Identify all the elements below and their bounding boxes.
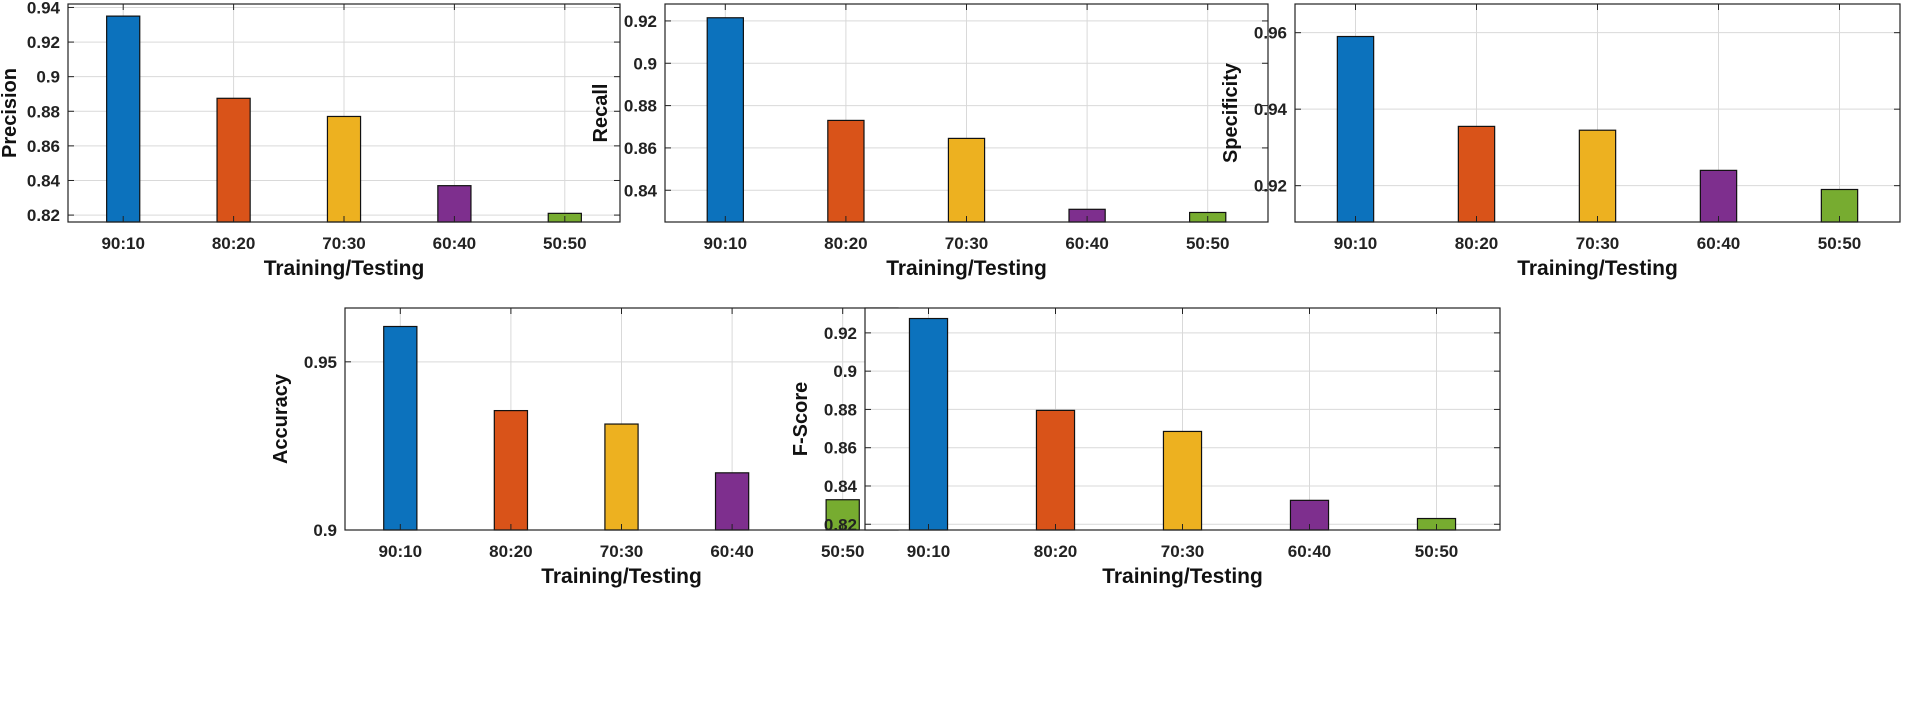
y-tick-label: 0.96 xyxy=(1254,24,1287,43)
y-tick-label: 0.84 xyxy=(624,181,658,200)
bar-90-10 xyxy=(908,317,949,531)
bar-60-40 xyxy=(714,472,750,531)
x-tick-label: 60:40 xyxy=(1065,234,1108,253)
x-tick-label: 90:10 xyxy=(379,542,422,561)
x-tick-label: 90:10 xyxy=(704,234,747,253)
x-tick-label: 60:40 xyxy=(1288,542,1331,561)
y-tick-label: 0.9 xyxy=(833,362,857,381)
y-tick-label: 0.86 xyxy=(27,137,60,156)
y-tick-label: 0.92 xyxy=(624,12,657,31)
y-tick-label: 0.86 xyxy=(624,139,657,158)
chart-precision: 0.82 0.84 0.86 0.88 0.9 0.92 0.94 90:10 80:20 70:… xyxy=(0,0,621,280)
x-axis-label: Training/Testing xyxy=(264,257,425,280)
y-tick-label: 0.84 xyxy=(27,171,61,190)
bar-80-20 xyxy=(493,409,529,531)
x-tick-label: 80:20 xyxy=(212,234,255,253)
y-tick-label: 0.88 xyxy=(824,400,857,419)
x-tick-label: 60:40 xyxy=(433,234,476,253)
bar-90-10 xyxy=(706,17,744,223)
x-tick-label: 80:20 xyxy=(489,542,532,561)
x-axis-label: Training/Testing xyxy=(1102,565,1263,588)
bar-60-40 xyxy=(437,185,472,223)
y-tick-label: 0.88 xyxy=(624,97,657,116)
y-tick-label: 0.88 xyxy=(27,102,60,121)
y-axis-label: Accuracy xyxy=(270,373,292,464)
y-tick-label: 0.92 xyxy=(27,33,60,52)
y-tick-label: 0.95 xyxy=(304,353,337,372)
bar-80-20 xyxy=(1457,125,1496,223)
x-tick-label: 80:20 xyxy=(1034,542,1077,561)
bar-70-30 xyxy=(326,115,362,223)
y-axis-label: F-Score xyxy=(790,382,812,456)
y-tick-label: 0.92 xyxy=(1254,177,1287,196)
bar-90-10 xyxy=(106,15,141,223)
y-tick-label: 0.94 xyxy=(27,0,61,17)
y-axis-label: Specificity xyxy=(1220,62,1242,163)
x-tick-label: 60:40 xyxy=(1697,234,1740,253)
bar-90-10 xyxy=(383,325,418,531)
bar-70-30 xyxy=(1162,430,1203,531)
x-tick-label: 70:30 xyxy=(322,234,365,253)
y-tick-label: 0.9 xyxy=(36,68,60,87)
y-tick-label: 0.82 xyxy=(824,515,857,534)
bar-70-30 xyxy=(1578,129,1617,223)
x-axis-label: Training/Testing xyxy=(886,257,1047,280)
x-tick-label: 50:50 xyxy=(1818,234,1861,253)
x-tick-label: 50:50 xyxy=(543,234,586,253)
bar-80-20 xyxy=(827,119,865,223)
x-tick-label: 70:30 xyxy=(945,234,988,253)
bar-80-20 xyxy=(216,97,251,223)
x-axis-label: Training/Testing xyxy=(1517,257,1678,280)
x-tick-label: 50:50 xyxy=(821,542,864,561)
y-tick-label: 0.9 xyxy=(313,521,337,540)
y-tick-label: 0.94 xyxy=(1254,100,1288,119)
chart-recall: 0.84 0.86 0.88 0.9 0.92 90:10 80:20 70:30 60:40 5… xyxy=(590,3,1269,280)
bar-70-30 xyxy=(604,423,639,531)
bar-70-30 xyxy=(947,137,986,223)
bar-80-20 xyxy=(1035,409,1076,531)
y-axis-label: Precision xyxy=(0,68,21,158)
x-tick-label: 90:10 xyxy=(907,542,950,561)
y-tick-label: 0.92 xyxy=(824,324,857,343)
x-tick-label: 70:30 xyxy=(1161,542,1204,561)
y-tick-label: 0.82 xyxy=(27,206,60,225)
x-tick-label: 50:50 xyxy=(1415,542,1458,561)
y-tick-label: 0.9 xyxy=(633,54,657,73)
x-tick-label: 90:10 xyxy=(1334,234,1377,253)
chart-f-score: 0.82 0.84 0.86 0.88 0.9 0.92 90:10 80:20 70:30 60… xyxy=(790,307,1501,588)
chart-accuracy: 0.9 0.95 90:10 80:20 70:30 60:40 50:50 Training… xyxy=(270,307,899,588)
bar-90-10 xyxy=(1336,35,1375,223)
x-tick-label: 60:40 xyxy=(710,542,753,561)
x-tick-label: 80:20 xyxy=(1455,234,1498,253)
x-tick-label: 90:10 xyxy=(101,234,144,253)
chart-specificity: 0.92 0.94 0.96 90:10 80:20 70:30 60:40 50:50 Tra… xyxy=(1220,3,1901,280)
x-tick-label: 70:30 xyxy=(600,542,643,561)
x-tick-label: 50:50 xyxy=(1186,234,1229,253)
x-tick-label: 70:30 xyxy=(1576,234,1619,253)
y-tick-label: 0.84 xyxy=(824,477,858,496)
bar-60-40 xyxy=(1699,169,1738,223)
y-tick-label: 0.86 xyxy=(824,439,857,458)
x-tick-label: 80:20 xyxy=(824,234,867,253)
x-axis-label: Training/Testing xyxy=(541,565,702,588)
y-axis-label: Recall xyxy=(590,84,612,143)
